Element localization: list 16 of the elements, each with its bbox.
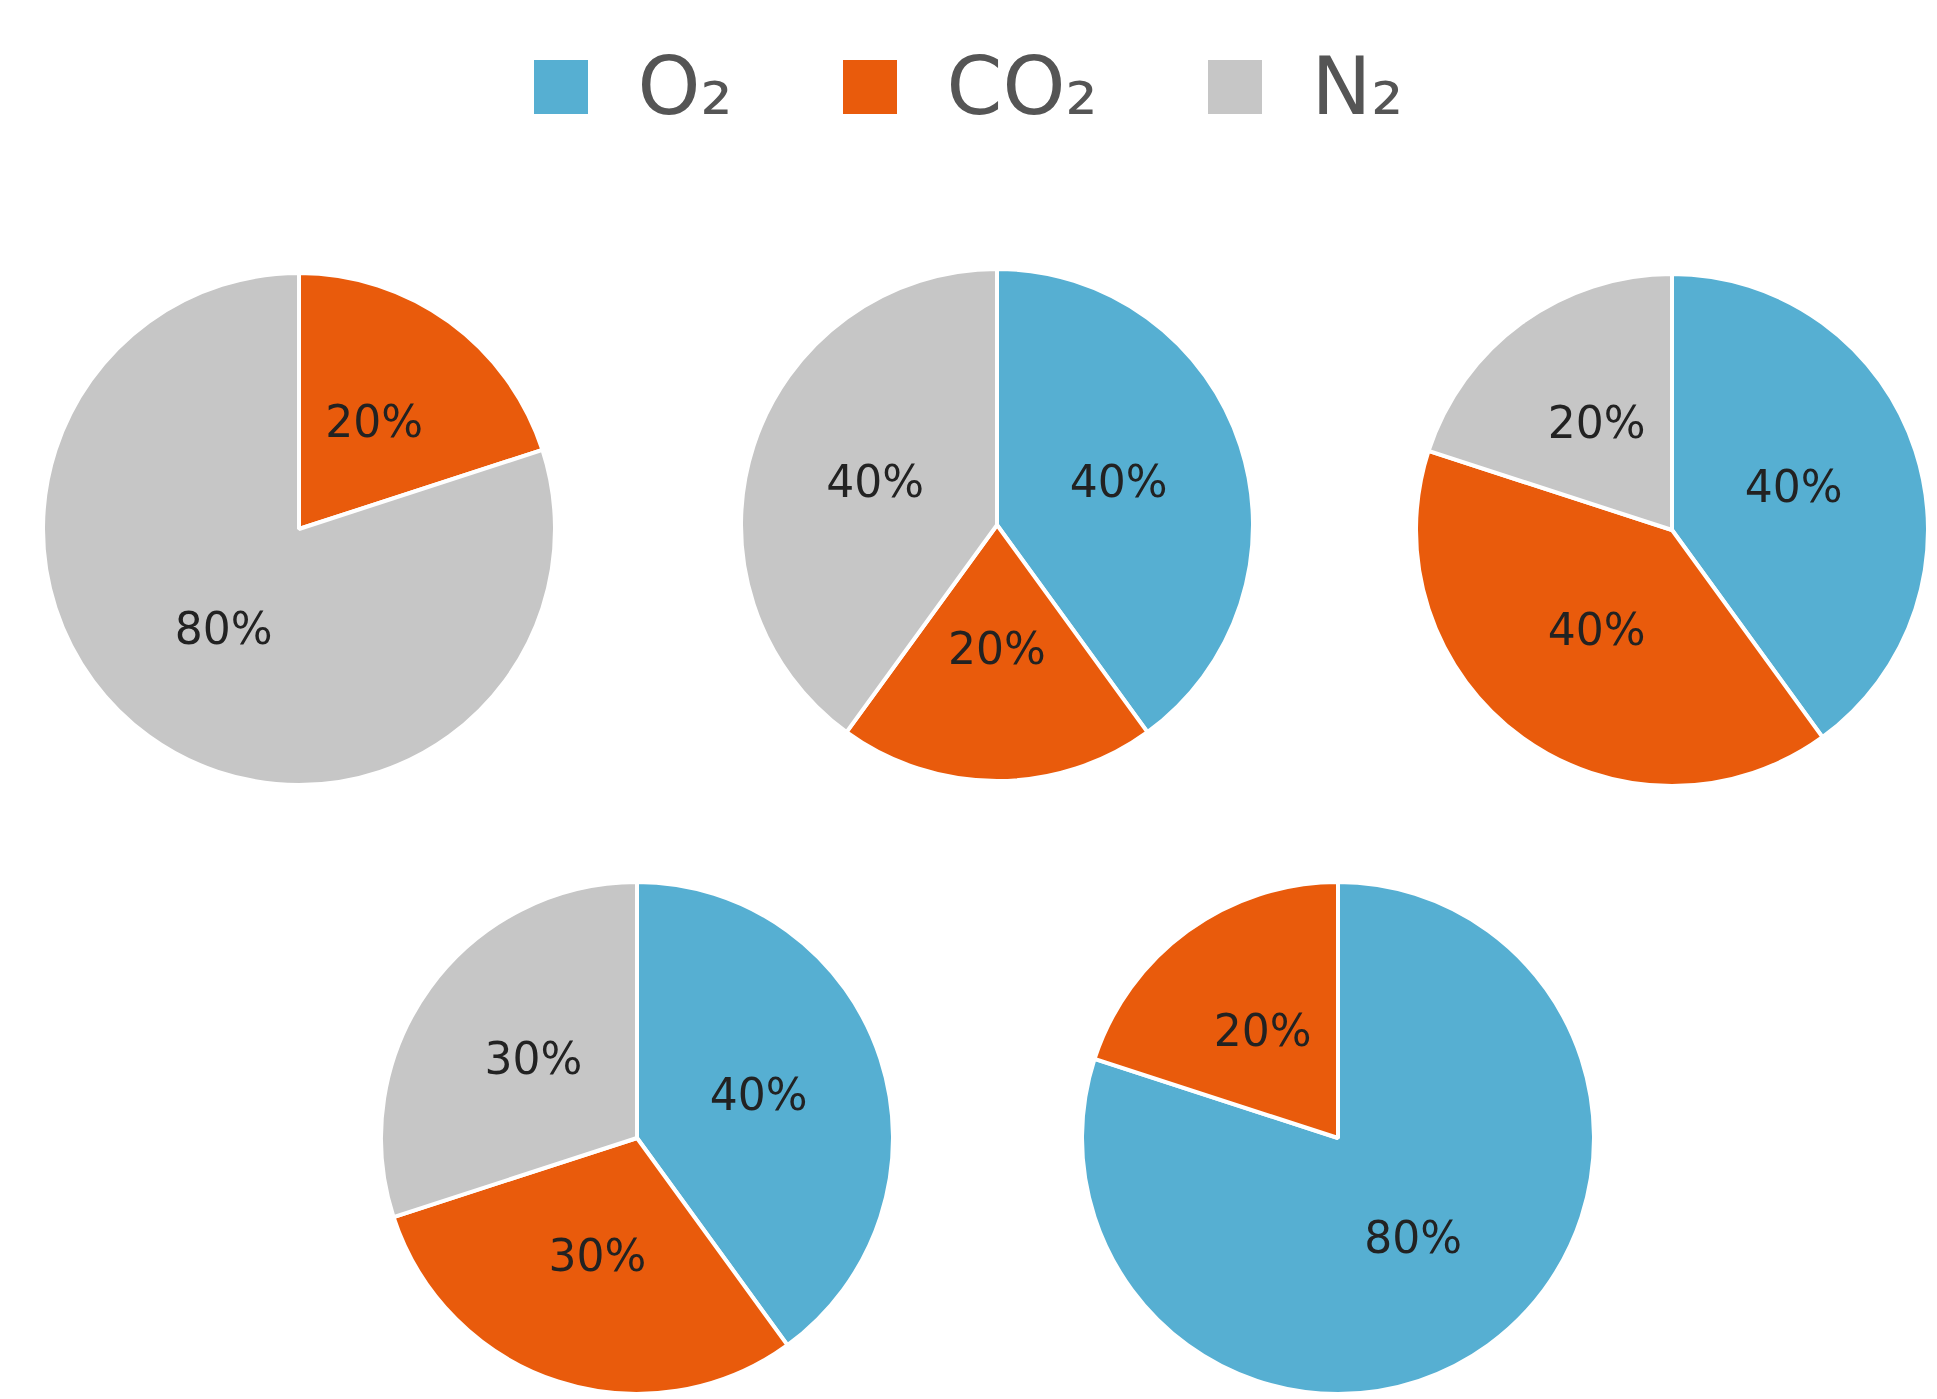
legend-label: CO₂ (946, 40, 1098, 133)
data-label: 40% (1744, 460, 1843, 512)
data-label: 40% (709, 1068, 808, 1120)
data-label: 40% (826, 455, 925, 507)
data-label: 20% (948, 623, 1046, 675)
data-label: 40% (1069, 455, 1168, 507)
data-label: 20% (325, 395, 424, 447)
legend-label: O₂ (637, 40, 733, 133)
data-label: 40% (1547, 603, 1646, 655)
legend-label: N₂ (1311, 40, 1404, 133)
data-label: 30% (548, 1230, 647, 1282)
data-label: 30% (484, 1033, 583, 1085)
data-label: 80% (1364, 1211, 1463, 1263)
data-label: 20% (1547, 396, 1646, 448)
data-label: 80% (174, 602, 273, 654)
data-label: 20% (1213, 1004, 1312, 1056)
